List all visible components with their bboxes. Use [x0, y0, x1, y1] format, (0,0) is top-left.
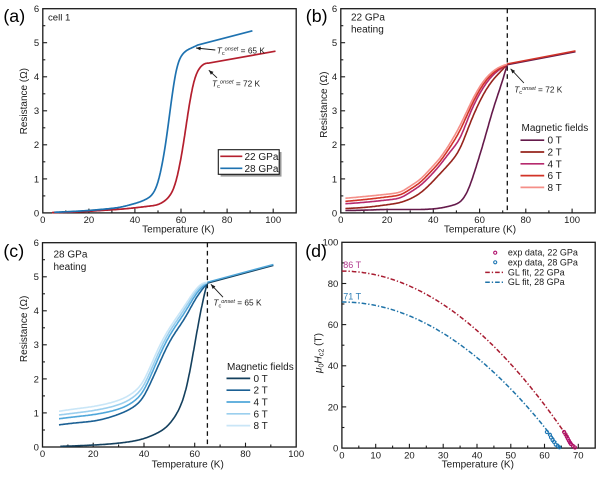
- svg-text:(a): (a): [3, 6, 25, 26]
- svg-text:0: 0: [333, 444, 338, 455]
- svg-text:Tconset = 72 K: Tconset = 72 K: [212, 78, 261, 90]
- svg-text:6 T: 6 T: [254, 409, 268, 420]
- svg-text:40: 40: [328, 361, 339, 372]
- svg-text:1: 1: [34, 408, 39, 419]
- svg-text:Resistance (Ω): Resistance (Ω): [19, 296, 30, 362]
- svg-text:40: 40: [139, 449, 150, 460]
- svg-text:Tconset = 72 K: Tconset = 72 K: [514, 85, 563, 97]
- svg-text:0 T: 0 T: [548, 136, 562, 147]
- svg-text:0: 0: [40, 449, 45, 460]
- svg-text:1: 1: [332, 174, 337, 185]
- svg-text:40: 40: [472, 450, 483, 461]
- svg-text:2: 2: [34, 374, 39, 385]
- svg-text:71 T: 71 T: [343, 291, 361, 301]
- svg-text:86 T: 86 T: [343, 260, 361, 270]
- svg-text:0: 0: [40, 215, 45, 226]
- svg-text:4 T: 4 T: [548, 159, 562, 170]
- svg-text:60: 60: [539, 450, 550, 461]
- svg-text:2: 2: [332, 140, 337, 151]
- svg-text:0: 0: [339, 450, 344, 461]
- svg-text:6: 6: [332, 4, 337, 15]
- svg-text:4: 4: [34, 306, 39, 317]
- svg-text:2 T: 2 T: [548, 148, 562, 159]
- svg-text:22 GPa: 22 GPa: [351, 12, 385, 23]
- svg-text:Resistance (Ω): Resistance (Ω): [19, 68, 30, 134]
- svg-text:100: 100: [265, 215, 281, 226]
- svg-text:0: 0: [34, 442, 39, 453]
- svg-text:22 GPa: 22 GPa: [245, 152, 279, 163]
- svg-text:Resistance (Ω): Resistance (Ω): [319, 72, 330, 138]
- svg-text:100: 100: [288, 449, 304, 460]
- svg-text:20: 20: [382, 215, 393, 226]
- svg-text:20: 20: [84, 215, 95, 226]
- svg-text:heating: heating: [54, 262, 87, 273]
- svg-text:(b): (b): [306, 6, 328, 26]
- svg-text:Magnetic fields: Magnetic fields: [227, 362, 294, 373]
- svg-text:0 T: 0 T: [254, 374, 268, 385]
- svg-text:4: 4: [34, 72, 39, 83]
- svg-text:5: 5: [34, 272, 39, 283]
- svg-text:5: 5: [34, 38, 39, 49]
- svg-text:100: 100: [564, 215, 580, 226]
- svg-text:Magnetic fields: Magnetic fields: [522, 123, 589, 134]
- svg-text:3: 3: [34, 106, 39, 117]
- svg-text:60: 60: [176, 215, 187, 226]
- svg-text:28 GPa: 28 GPa: [54, 250, 88, 261]
- svg-text:Tconset = 65 K: Tconset = 65 K: [217, 45, 266, 57]
- svg-text:80: 80: [521, 215, 532, 226]
- svg-text:0: 0: [338, 215, 343, 226]
- svg-text:20: 20: [88, 449, 99, 460]
- svg-text:4 T: 4 T: [254, 398, 268, 409]
- svg-text:60: 60: [328, 320, 339, 331]
- svg-text:80: 80: [222, 215, 233, 226]
- svg-text:80: 80: [328, 279, 339, 290]
- svg-text:6: 6: [34, 238, 39, 249]
- svg-text:Temperature (K): Temperature (K): [152, 459, 224, 470]
- svg-text:5: 5: [332, 38, 337, 49]
- svg-text:60: 60: [189, 449, 200, 460]
- svg-text:80: 80: [240, 449, 251, 460]
- svg-text:30: 30: [438, 450, 449, 461]
- svg-text:3: 3: [332, 106, 337, 117]
- svg-text:Tconset = 65 K: Tconset = 65 K: [213, 298, 262, 310]
- svg-text:exp data, 28 GPa: exp data, 28 GPa: [508, 257, 578, 267]
- svg-text:3: 3: [34, 340, 39, 351]
- svg-text:2 T: 2 T: [254, 386, 268, 397]
- svg-text:8 T: 8 T: [548, 183, 562, 194]
- svg-text:GL fit, 28 GPa: GL fit, 28 GPa: [508, 277, 565, 287]
- svg-text:70: 70: [573, 450, 584, 461]
- svg-text:(c): (c): [3, 241, 24, 261]
- svg-text:4: 4: [332, 72, 337, 83]
- svg-text:6: 6: [34, 4, 39, 15]
- svg-text:Temperature (K): Temperature (K): [444, 225, 516, 236]
- svg-text:exp data, 22 GPa: exp data, 22 GPa: [508, 248, 578, 258]
- svg-text:Temperature (K): Temperature (K): [442, 459, 514, 470]
- svg-text:0: 0: [34, 208, 39, 219]
- svg-text:Temperature (K): Temperature (K): [142, 225, 214, 236]
- svg-text:(d): (d): [305, 241, 327, 261]
- svg-text:cell 1: cell 1: [48, 13, 70, 24]
- svg-text:2: 2: [34, 140, 39, 151]
- svg-text:0: 0: [332, 208, 337, 219]
- svg-text:μ0Hc2 (T): μ0Hc2 (T): [314, 333, 326, 374]
- svg-text:60: 60: [474, 215, 485, 226]
- svg-text:6 T: 6 T: [548, 171, 562, 182]
- svg-text:40: 40: [428, 215, 439, 226]
- svg-text:20: 20: [328, 402, 339, 413]
- svg-text:50: 50: [506, 450, 517, 461]
- svg-text:28 GPa: 28 GPa: [245, 164, 279, 175]
- svg-text:GL fit, 22 GPa: GL fit, 22 GPa: [508, 267, 565, 277]
- svg-text:20: 20: [404, 450, 415, 461]
- svg-text:40: 40: [130, 215, 141, 226]
- svg-text:heating: heating: [351, 25, 384, 36]
- svg-text:100: 100: [322, 238, 338, 249]
- svg-text:1: 1: [34, 174, 39, 185]
- svg-text:10: 10: [370, 450, 381, 461]
- svg-text:8 T: 8 T: [254, 421, 268, 432]
